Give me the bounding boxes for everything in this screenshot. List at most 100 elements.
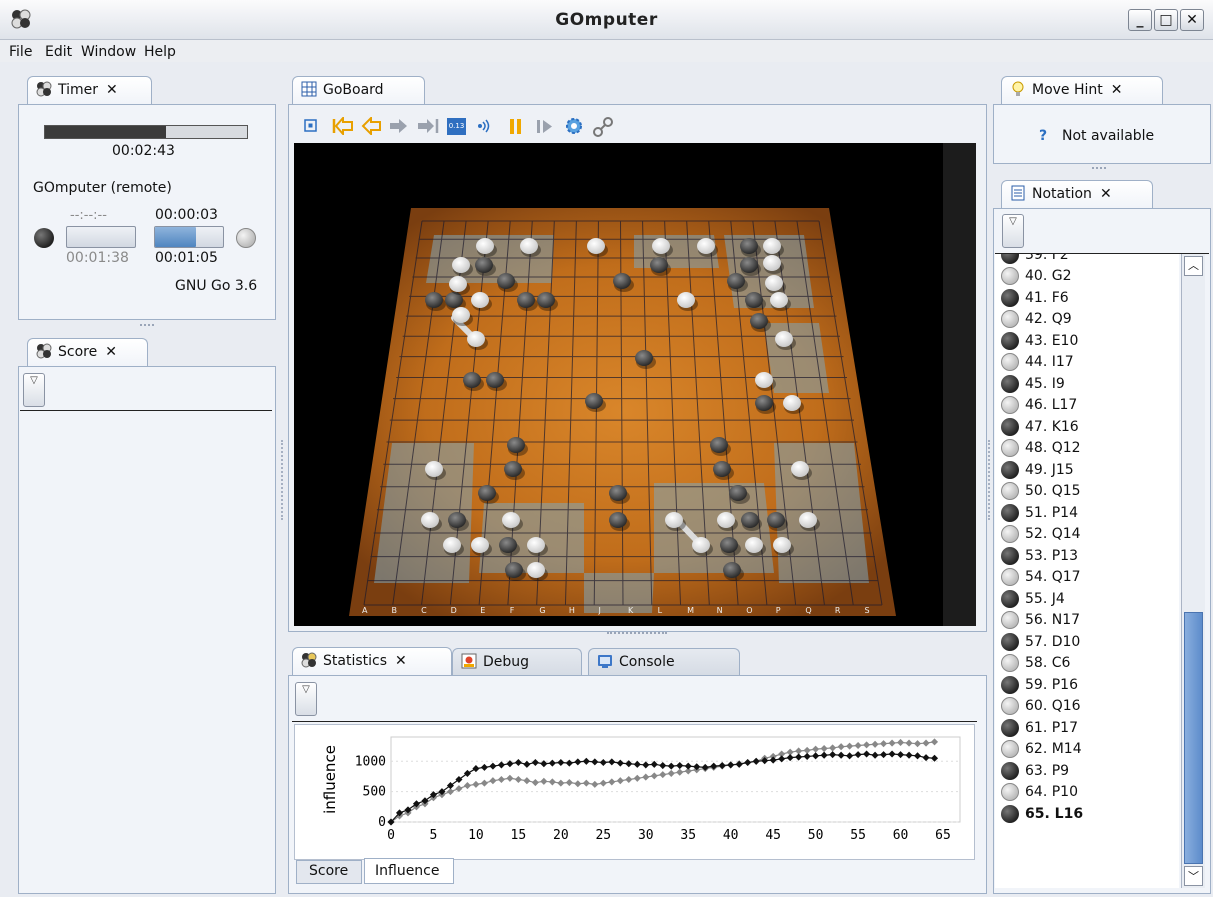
notation-item[interactable]: 63. P9	[995, 760, 1179, 782]
white-stone[interactable]	[421, 512, 439, 528]
white-stone[interactable]	[717, 512, 735, 528]
white-stone[interactable]	[697, 238, 715, 254]
notation-item[interactable]: 53. P13	[995, 545, 1179, 567]
notation-item[interactable]: 48. Q12	[995, 438, 1179, 460]
tab-console[interactable]: Console	[588, 648, 740, 676]
black-stone[interactable]	[745, 292, 763, 308]
notation-item[interactable]: 39. F2	[995, 254, 1179, 266]
black-stone[interactable]	[755, 395, 773, 411]
tab-score[interactable]: Score ✕	[27, 338, 148, 366]
score-menu-button[interactable]: ▽	[23, 373, 45, 407]
black-stone[interactable]	[507, 437, 525, 453]
close-icon[interactable]: ✕	[395, 653, 407, 669]
tab-notation[interactable]: Notation ✕	[1001, 180, 1153, 208]
white-stone[interactable]	[783, 395, 801, 411]
notation-list[interactable]: 39. F2 40. G2 41. F6 42. Q9 43. E10 44. I17 45…	[995, 254, 1179, 888]
notation-item[interactable]: 57. D10	[995, 631, 1179, 653]
white-stone[interactable]	[471, 292, 489, 308]
black-stone[interactable]	[497, 273, 515, 289]
black-stone[interactable]	[740, 238, 758, 254]
scroll-thumb[interactable]	[1184, 612, 1203, 864]
minimize-button[interactable]: _	[1128, 9, 1152, 31]
black-stone[interactable]	[478, 485, 496, 501]
notation-item[interactable]: 58. C6	[995, 653, 1179, 675]
tab-debug[interactable]: Debug	[452, 648, 582, 676]
black-stone[interactable]	[767, 512, 785, 528]
statistics-menu-button[interactable]: ▽	[295, 682, 317, 716]
black-stone[interactable]	[727, 273, 745, 289]
white-stone[interactable]	[476, 238, 494, 254]
black-stone[interactable]	[613, 273, 631, 289]
white-stone[interactable]	[452, 257, 470, 273]
black-stone[interactable]	[750, 313, 768, 329]
close-window-button[interactable]: ✕	[1180, 9, 1204, 31]
black-stone[interactable]	[609, 512, 627, 528]
notation-item[interactable]: 50. Q15	[995, 481, 1179, 503]
black-stone[interactable]	[713, 461, 731, 477]
black-stone[interactable]	[740, 257, 758, 273]
maximize-button[interactable]: □	[1154, 9, 1178, 31]
white-stone[interactable]	[773, 537, 791, 553]
notation-item[interactable]: 42. Q9	[995, 309, 1179, 331]
white-stone[interactable]	[449, 276, 467, 292]
notation-item[interactable]: 62. M14	[995, 739, 1179, 761]
notation-item[interactable]: 46. L17	[995, 395, 1179, 417]
white-stone[interactable]	[587, 238, 605, 254]
step-icon[interactable]	[536, 118, 554, 135]
notation-item[interactable]: 60. Q16	[995, 696, 1179, 718]
black-stone[interactable]	[505, 562, 523, 578]
white-stone[interactable]	[452, 307, 470, 323]
notation-item[interactable]: 64. P10	[995, 782, 1179, 804]
splitter[interactable]	[988, 440, 991, 520]
close-icon[interactable]: ✕	[105, 344, 117, 360]
score-icon[interactable]: 0.13	[447, 118, 466, 135]
black-stone[interactable]	[537, 292, 555, 308]
black-stone[interactable]	[499, 537, 517, 553]
notation-item[interactable]: 43. E10	[995, 330, 1179, 352]
notation-item[interactable]: 61. P17	[995, 717, 1179, 739]
menu-help[interactable]: Help	[144, 44, 176, 60]
first-move-icon[interactable]	[332, 117, 354, 135]
white-stone[interactable]	[502, 512, 520, 528]
black-stone[interactable]	[486, 372, 504, 388]
white-stone[interactable]	[467, 331, 485, 347]
white-stone[interactable]	[443, 537, 461, 553]
black-stone[interactable]	[475, 257, 493, 273]
white-stone[interactable]	[770, 292, 788, 308]
black-stone[interactable]	[635, 350, 653, 366]
subtab-influence[interactable]: Influence	[364, 858, 454, 884]
black-stone[interactable]	[517, 292, 535, 308]
close-icon[interactable]: ✕	[106, 82, 118, 98]
close-icon[interactable]: ✕	[1099, 186, 1112, 202]
black-stone[interactable]	[729, 485, 747, 501]
white-stone[interactable]	[665, 512, 683, 528]
subtab-score[interactable]: Score	[296, 860, 362, 884]
sound-icon[interactable]	[476, 118, 492, 134]
tab-move-hint[interactable]: Move Hint ✕	[1001, 76, 1163, 104]
notation-item[interactable]: 65. L16	[995, 803, 1179, 825]
notation-item[interactable]: 45. I9	[995, 373, 1179, 395]
black-stone[interactable]	[720, 537, 738, 553]
setup-icon[interactable]	[304, 119, 318, 133]
white-stone[interactable]	[677, 292, 695, 308]
notation-menu-button[interactable]: ▽	[1002, 214, 1024, 248]
black-stone[interactable]	[504, 461, 522, 477]
scroll-down-icon[interactable]: ﹀	[1184, 866, 1203, 886]
white-stone[interactable]	[520, 238, 538, 254]
resize-grip[interactable]	[607, 632, 667, 637]
white-stone[interactable]	[692, 537, 710, 553]
white-stone[interactable]	[425, 461, 443, 477]
black-stone[interactable]	[463, 372, 481, 388]
notation-item[interactable]: 54. Q17	[995, 567, 1179, 589]
resize-grip[interactable]	[140, 324, 154, 329]
white-stone[interactable]	[763, 255, 781, 271]
tab-goboard[interactable]: GoBoard	[292, 76, 425, 104]
black-stone[interactable]	[609, 485, 627, 501]
scroll-up-icon[interactable]: ︿	[1184, 256, 1203, 276]
black-stone[interactable]	[710, 437, 728, 453]
black-stone[interactable]	[448, 512, 466, 528]
notation-item[interactable]: 49. J15	[995, 459, 1179, 481]
resize-grip[interactable]	[1092, 167, 1106, 172]
